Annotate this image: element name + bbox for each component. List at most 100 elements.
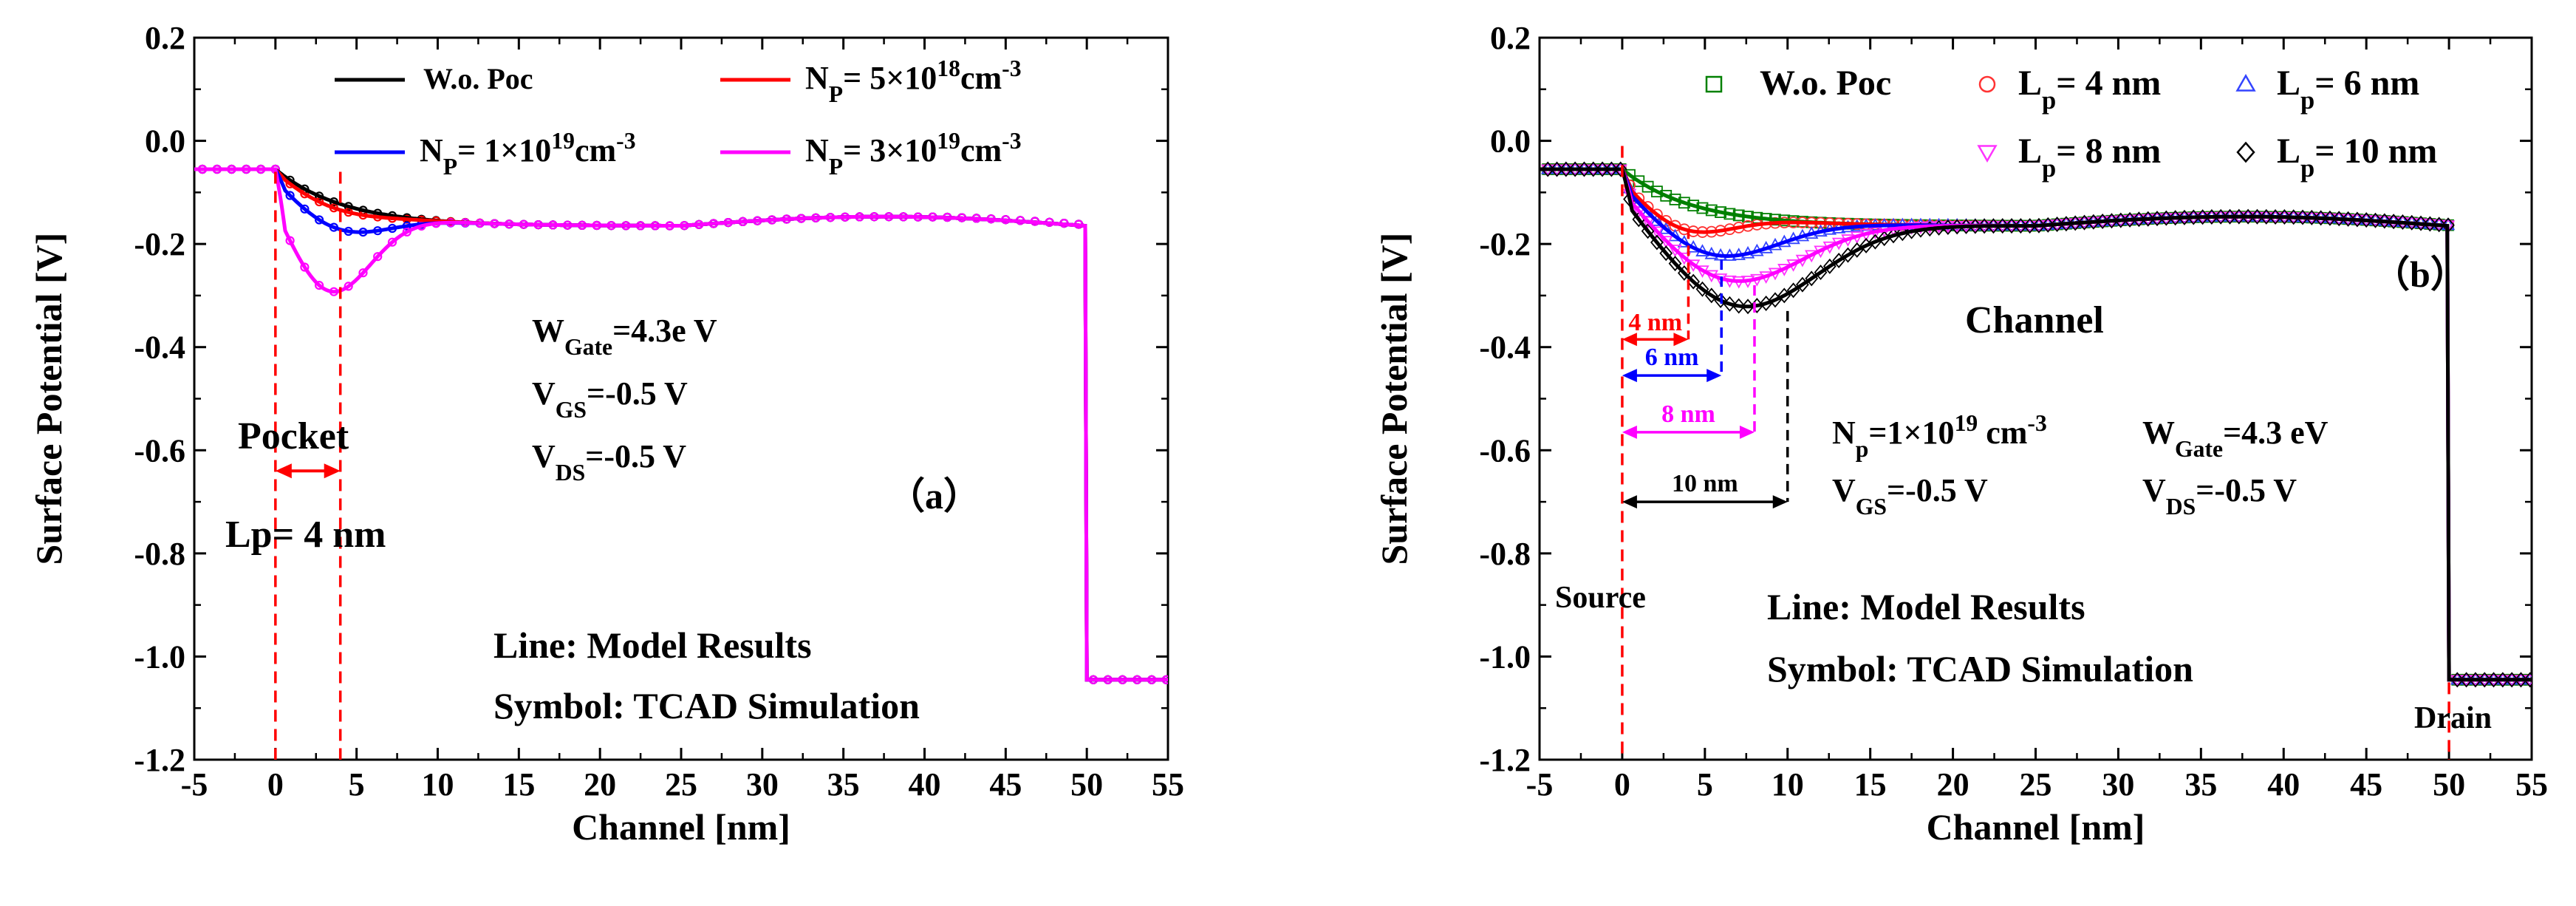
legend-label-part: N [805, 132, 829, 168]
legend-label-part: -3 [616, 128, 635, 154]
tcad-point-4 [1550, 161, 1564, 177]
tcad-point-4 [1541, 161, 1555, 177]
tcad-point-3 [387, 237, 397, 247]
tcad-point-2 [285, 191, 295, 200]
x-tick-label: 45 [2350, 766, 2382, 803]
tcad-point-4 [2187, 209, 2201, 225]
y-tick-label: -0.2 [134, 226, 185, 262]
tcad-point-4 [2241, 208, 2255, 225]
tcad-point-3 [300, 262, 310, 272]
dimension-label: 8 nm [1661, 401, 1715, 428]
plot-area [194, 164, 1168, 684]
tcad-point-4 [2341, 211, 2355, 227]
legend-label-part: L [2277, 132, 2300, 171]
legend-label: NP= 5×1018cm-3 [805, 55, 1022, 107]
tcad-point-4 [2332, 211, 2346, 227]
x-tick-label: -5 [181, 766, 208, 803]
x-tick-label: 25 [665, 766, 697, 803]
tcad-point-0 [1660, 189, 1673, 202]
tcad-point-4 [2505, 672, 2519, 688]
y-tick-label: 0.0 [1490, 123, 1531, 160]
x-tick-label: 5 [349, 766, 365, 803]
parameter-label-part: =4.3e V [612, 313, 717, 349]
tcad-point-4 [2450, 672, 2464, 688]
tcad-point-4 [2396, 214, 2410, 231]
tcad-point-4 [2178, 209, 2191, 225]
y-tick-label: -0.4 [134, 330, 185, 366]
y-axis-title: Surface Potential [V] [1373, 233, 1415, 565]
y-tick-label: -0.8 [134, 536, 185, 572]
parameter-label-part: =-0.5 V [2196, 472, 2297, 508]
tcad-point-4 [2032, 217, 2046, 234]
legend-label-part: 19 [937, 128, 960, 154]
tcad-point-4 [2423, 216, 2437, 232]
legend-label-part: = 5×10 [843, 60, 937, 96]
legend-label: NP= 3×1019cm-3 [805, 128, 1022, 180]
legend-label-part: 19 [551, 128, 575, 154]
tcad-point-4 [2305, 209, 2319, 225]
symbol-note: Symbol: TCAD Simulation [493, 685, 920, 726]
tcad-point-4 [1613, 161, 1627, 177]
tcad-point-4 [2269, 209, 2282, 225]
x-tick-label: 35 [827, 766, 860, 803]
legend-label-part: -3 [1002, 55, 1021, 81]
parameter-label: VDS=-0.5 V [532, 438, 686, 486]
legend-label-part: 18 [937, 55, 960, 81]
legend-label-part: L [2277, 64, 2300, 103]
y-tick-label: -0.8 [1479, 536, 1531, 572]
legend-label-part: -3 [1002, 128, 1021, 154]
legend-label: W.o. Poc [1760, 64, 1891, 103]
tcad-point-4 [2514, 672, 2528, 688]
x-axis-title: Channel [nm] [1927, 806, 2145, 848]
tcad-point-4 [1986, 218, 2001, 234]
dimension-arrow-head [1673, 333, 1689, 347]
legend-label: W.o. Poc [423, 62, 533, 95]
tcad-point-4 [1577, 161, 1591, 177]
tcad-point-4 [2250, 208, 2264, 225]
tcad-point-4 [2350, 211, 2364, 228]
chart-panel-b: -5 0 5 10 15 20 25 30 35 40 45 50 55 0.2 0.0 -0.2 -0.4 -0… [1373, 20, 2548, 848]
x-tick-label: 10 [422, 766, 454, 803]
x-tick-label: -5 [1526, 766, 1554, 803]
tcad-point-4 [2214, 208, 2228, 225]
parameter-label-part: Gate [564, 334, 612, 360]
pocket-arrow-head-left [275, 463, 292, 479]
tcad-point-4 [2232, 208, 2246, 225]
legend-marker [2236, 141, 2255, 163]
pocket-label: Pocket [238, 415, 349, 457]
tcad-point-4 [2478, 672, 2492, 688]
legend-label-part: cm [960, 132, 1002, 168]
y-tick-label: -0.6 [1479, 432, 1531, 469]
x-tick-label: 5 [1697, 766, 1713, 803]
parameter-label: VDS=-0.5 V [2142, 472, 2297, 520]
legend-label-part: p [2300, 86, 2314, 115]
tcad-point-4 [2005, 218, 2018, 234]
dimension-arrow-head [1622, 495, 1637, 509]
tcad-point-4 [1559, 161, 1573, 177]
legend-label-part: = 10 nm [2314, 132, 2437, 171]
dimension-arrow-head [1622, 425, 1637, 439]
dimension-arrow-head [1739, 425, 1755, 439]
x-tick-label: 25 [2020, 766, 2052, 803]
tcad-point-2 [315, 215, 324, 225]
tcad-point-4 [2296, 209, 2309, 225]
tcad-point-4 [2132, 211, 2146, 228]
legend-label-part: p [2300, 154, 2314, 183]
parameter-label-part: GS [1856, 494, 1887, 520]
tcad-point-4 [2123, 211, 2136, 228]
tcad-point-4 [2314, 210, 2328, 226]
y-tick-label: 0.0 [145, 123, 185, 160]
dimension-arrow-head [1772, 495, 1788, 509]
x-tick-label: 20 [584, 766, 616, 803]
legend-label: Lp= 6 nm [2277, 64, 2419, 115]
tcad-point-4 [2086, 214, 2100, 230]
model-line-4 [1540, 167, 2532, 682]
x-tick-label: 20 [1937, 766, 1969, 803]
line-note: Line: Model Results [493, 624, 812, 666]
tcad-point-4 [2050, 217, 2064, 233]
legend-label-part: = 6 nm [2314, 64, 2419, 103]
x-tick-label: 50 [1070, 766, 1103, 803]
parameter-label: VGS=-0.5 V [1832, 472, 1988, 520]
x-tick-label: 30 [2102, 766, 2134, 803]
